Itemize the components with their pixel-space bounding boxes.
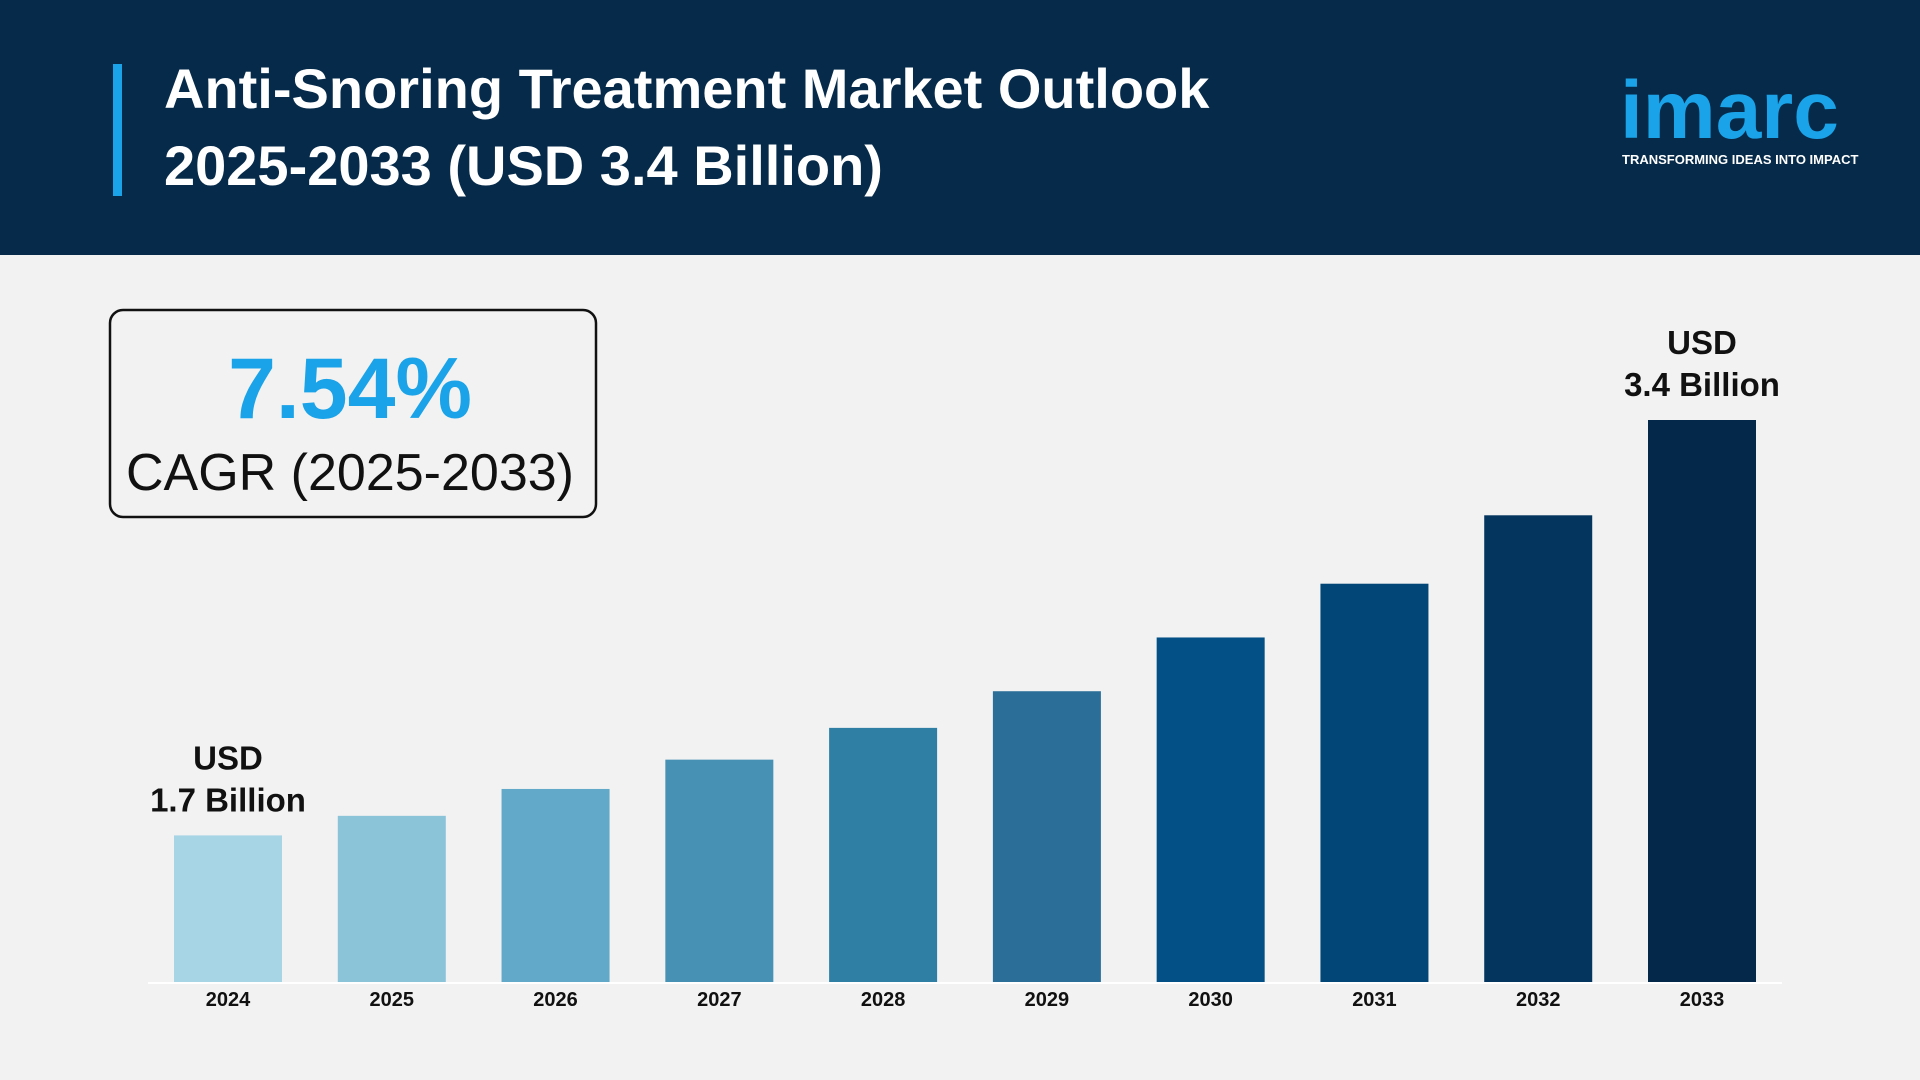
plot: 2024 USD 1.7 Billion 2025 2026 2027 2028 2029 20… [148,324,1782,1011]
cagr-value: 7.54% [228,341,472,437]
cagr-box [108,308,598,519]
tagline: TRANSFORMING IDEAS INTO IMPACT [1622,152,1858,167]
x-tick-label: 2027 [697,989,742,1011]
x-tick-label: 2030 [1188,989,1233,1011]
title-line: 2025-2033 (USD 3.4 Billion) [164,134,883,197]
bar [337,815,446,982]
bar [174,835,282,982]
x-tick-label: 2031 [1352,989,1397,1011]
x-tick-label: 2025 [370,989,415,1011]
logo: imarc [1620,65,1839,156]
x-tick-label: 2028 [861,989,906,1011]
x-tick-label: 2029 [1025,989,1070,1011]
cagr-label: CAGR (2025-2033) [126,444,574,502]
bar [1484,515,1593,982]
bar [1156,637,1265,982]
bar [992,691,1101,982]
value-label: USD [1667,324,1737,361]
title-accent [113,64,122,196]
bar [829,727,938,982]
title-line: Anti-Snoring Treatment Market Outlook [164,57,1210,120]
x-tick-label: 2033 [1680,989,1725,1011]
bar [501,788,610,982]
value-label: USD [193,739,263,776]
bar [665,759,774,982]
bar [1320,583,1429,982]
x-tick-label: 2032 [1516,989,1561,1011]
value-label: 3.4 Billion [1624,366,1780,403]
header-bg [0,0,1920,255]
x-tick-label: 2026 [533,989,578,1011]
value-label: 1.7 Billion [150,781,306,818]
x-tick-label: 2024 [206,989,251,1011]
bar [1648,420,1756,982]
